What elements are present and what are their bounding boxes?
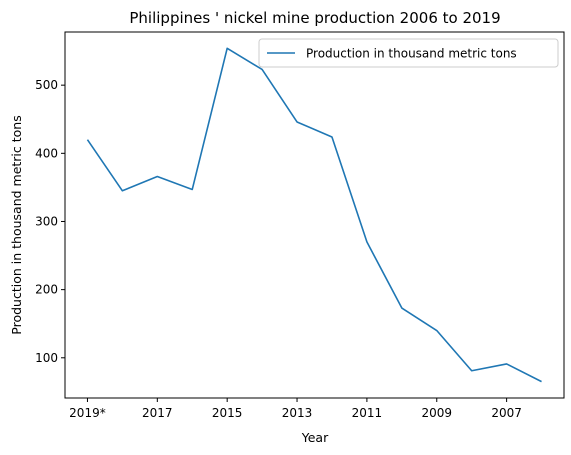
y-tick-label: 400 xyxy=(35,146,58,160)
y-tick-label: 500 xyxy=(35,78,58,92)
x-axis-label: Year xyxy=(301,430,329,445)
y-axis-label: Production in thousand metric tons xyxy=(9,115,24,334)
legend-box xyxy=(258,38,559,68)
x-tick-label: 2015 xyxy=(212,406,243,420)
legend: Production in thousand metric tons xyxy=(258,38,559,68)
y-tick-label: 100 xyxy=(35,351,58,365)
plot-area: 100 200 300 400 500 2019* 2017 2015 2013 2011 2009… xyxy=(35,31,565,420)
y-tick-label: 300 xyxy=(35,214,58,228)
x-tick-label: 2017 xyxy=(142,406,173,420)
chart-title: Philippines ' nickel mine production 200… xyxy=(129,9,500,27)
series-line xyxy=(86,47,542,383)
x-tick-label: 2009 xyxy=(421,406,452,420)
x-tick-label: 2007 xyxy=(491,406,522,420)
x-tick-label: 2013 xyxy=(282,406,313,420)
x-tick-label: 2011 xyxy=(352,406,383,420)
legend-label: Production in thousand metric tons xyxy=(306,47,517,61)
plot-frame xyxy=(64,31,565,399)
y-tick-label: 200 xyxy=(35,283,58,297)
x-tick-label: 2019* xyxy=(69,406,106,420)
